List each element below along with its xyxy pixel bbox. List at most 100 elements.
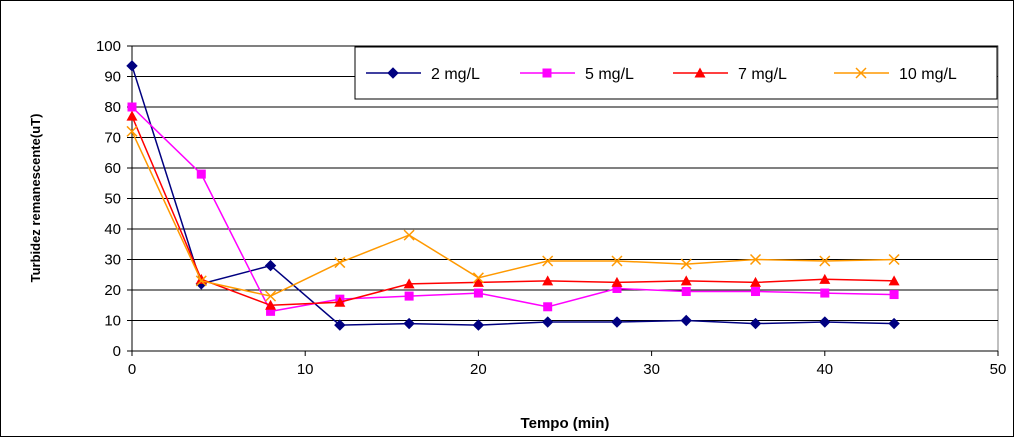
- x-tick-label: 10: [297, 361, 314, 378]
- x-marker-stroke: [126, 125, 138, 137]
- x-marker-stroke: [472, 272, 484, 284]
- series-line: [131, 131, 895, 297]
- legend-label: 10 mg/L: [899, 66, 957, 83]
- x-tick-label: 20: [470, 361, 487, 378]
- x-tick-label: 0: [128, 361, 136, 378]
- square-marker: [889, 290, 899, 300]
- x-marker-stroke: [542, 255, 554, 267]
- diamond-marker: [749, 317, 762, 330]
- x-marker-stroke: [611, 255, 623, 267]
- y-tick-label: 0: [113, 343, 121, 360]
- series-1: [126, 60, 900, 331]
- triangle-marker: [611, 276, 623, 287]
- x-axis-title: Tempo (min): [521, 415, 610, 432]
- legend-label: 5 mg/L: [585, 66, 634, 83]
- x-marker: [265, 290, 277, 302]
- x-marker: [195, 275, 207, 287]
- series-line: [131, 65, 895, 326]
- x-tick-label: 50: [990, 361, 1007, 378]
- x-marker: [888, 253, 900, 266]
- diamond-marker: [387, 67, 399, 79]
- x-tick-label: 40: [816, 361, 833, 378]
- triangle-marker: [750, 276, 762, 287]
- x-marker: [819, 255, 831, 267]
- diamond-marker: [680, 314, 692, 327]
- x-marker: [855, 67, 867, 79]
- square-marker: [127, 102, 137, 112]
- triangle-marker: [819, 273, 831, 284]
- y-tick-label: 30: [104, 252, 121, 269]
- x-marker-stroke: [749, 253, 762, 266]
- triangle-marker: [126, 110, 138, 121]
- square-marker: [681, 287, 691, 297]
- triangle-marker: [680, 275, 692, 286]
- legend-item: 5 mg/L: [520, 66, 634, 83]
- triangle-marker: [265, 299, 277, 310]
- legend-label: 7 mg/L: [738, 66, 787, 83]
- y-tick-label: 80: [104, 99, 121, 116]
- y-tick-label: 40: [104, 221, 121, 238]
- diamond-marker: [888, 317, 900, 330]
- diamond-marker: [472, 319, 485, 331]
- series-2: [127, 102, 899, 316]
- series-3: [126, 110, 900, 310]
- x-marker-stroke: [680, 258, 692, 270]
- diamond-marker: [264, 259, 277, 272]
- diamond-marker: [611, 316, 623, 328]
- x-marker: [611, 255, 623, 267]
- triangle-marker: [542, 275, 554, 286]
- y-tick-label: 60: [104, 160, 121, 177]
- diamond-marker: [126, 60, 138, 72]
- square-marker: [473, 288, 483, 298]
- square-marker: [542, 68, 552, 78]
- y-tick-label: 90: [104, 69, 121, 86]
- series-line: [131, 106, 895, 313]
- axes: 0 10 20 30 40 50 60 70 80 90 100 0 10 20 30 40 50: [96, 38, 1006, 378]
- square-marker: [266, 306, 276, 316]
- diamond-marker: [541, 316, 554, 328]
- series-line: [131, 115, 895, 307]
- triangle-marker: [472, 276, 484, 287]
- legend: 2 mg/L 5 mg/L 7 mg/L 10 mg/L: [354, 46, 998, 100]
- x-tick-label: 30: [643, 361, 660, 378]
- triangle-marker: [334, 296, 346, 307]
- y-tick-label: 10: [104, 313, 121, 330]
- diamond-marker: [403, 317, 415, 330]
- square-marker: [820, 288, 830, 298]
- x-marker-stroke: [334, 257, 346, 269]
- legend-label: 2 mg/L: [431, 66, 480, 83]
- legend-item: 7 mg/L: [673, 66, 787, 83]
- y-tick-label: 20: [104, 282, 121, 299]
- diamond-marker: [334, 319, 346, 331]
- x-marker: [334, 257, 346, 269]
- triangle-marker: [694, 67, 706, 78]
- x-marker: [403, 229, 415, 241]
- x-marker: [542, 255, 554, 267]
- x-marker: [472, 272, 484, 284]
- legend-item: 2 mg/L: [366, 66, 480, 83]
- x-marker-stroke: [855, 67, 867, 79]
- x-marker-stroke: [403, 229, 415, 241]
- x-marker-stroke: [265, 290, 277, 302]
- diamond-marker: [819, 316, 831, 328]
- x-marker: [126, 125, 138, 137]
- x-marker: [680, 258, 692, 270]
- square-marker: [612, 283, 622, 293]
- triangle-marker: [888, 275, 900, 286]
- square-marker: [543, 302, 553, 312]
- y-tick-label: 50: [104, 191, 121, 208]
- triangle-marker: [403, 278, 415, 289]
- x-marker: [749, 253, 762, 266]
- x-marker-stroke: [888, 253, 900, 266]
- y-axis-title: Turbidez remanescente(uT): [28, 114, 43, 283]
- square-marker: [751, 287, 761, 297]
- legend-item: 10 mg/L: [834, 66, 957, 83]
- series-group: [126, 60, 900, 331]
- y-tick-label: 70: [104, 130, 121, 147]
- x-marker-stroke: [819, 255, 831, 267]
- square-marker: [196, 169, 206, 179]
- x-marker-stroke: [195, 275, 207, 287]
- square-marker: [404, 291, 414, 301]
